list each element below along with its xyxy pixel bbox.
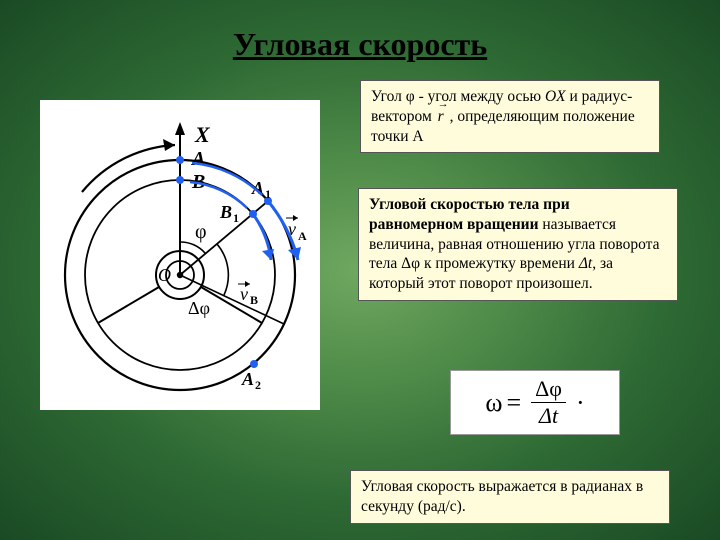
svg-text:v: v bbox=[240, 284, 248, 304]
definition-angular-velocity-box: Угловой скоростью тела при равномерном в… bbox=[358, 188, 678, 301]
formula-box: ω = Δφ Δt · bbox=[450, 370, 620, 435]
svg-text:B: B bbox=[250, 293, 258, 307]
box1-phi: φ bbox=[406, 88, 415, 105]
box2-dt: Δt bbox=[579, 255, 592, 272]
box3-text: Угловая скорость выражается в радианах в… bbox=[361, 478, 643, 515]
definition-angle-box: Угол φ - угол между осью OX и радиус-век… bbox=[360, 80, 660, 153]
rotation-diagram: X φ Δφ A B A 1 B 1 A 2 v A bbox=[40, 100, 320, 410]
box1-ox: OX bbox=[545, 88, 566, 105]
box2-t2: к промежутку времени bbox=[420, 255, 579, 272]
formula-den: Δt bbox=[539, 403, 558, 427]
box1-r: r bbox=[438, 107, 444, 127]
units-box: Угловая скорость выражается в радианах в… bbox=[350, 470, 670, 524]
svg-text:v: v bbox=[288, 219, 296, 239]
box1-t1: Угол bbox=[371, 88, 406, 105]
formula-dot: · bbox=[576, 388, 585, 418]
svg-text:A: A bbox=[298, 229, 307, 243]
svg-text:φ: φ bbox=[195, 221, 207, 243]
formula-omega: ω bbox=[485, 388, 502, 418]
svg-text:X: X bbox=[194, 122, 211, 147]
svg-text:2: 2 bbox=[255, 378, 261, 392]
svg-text:1: 1 bbox=[233, 211, 239, 225]
svg-text:B: B bbox=[219, 202, 232, 222]
box2-dphi: Δφ bbox=[401, 255, 420, 272]
formula-fraction: Δφ Δt bbox=[531, 378, 566, 427]
svg-text:A: A bbox=[241, 369, 254, 389]
svg-text:Δφ: Δφ bbox=[188, 298, 210, 318]
page-title: Угловая скорость bbox=[233, 26, 487, 63]
box1-t2: - угол между осью bbox=[415, 88, 545, 105]
svg-text:1: 1 bbox=[265, 187, 271, 201]
svg-text:O: O bbox=[158, 265, 171, 285]
formula-eq: = bbox=[506, 388, 521, 418]
formula-num: Δφ bbox=[531, 378, 566, 403]
svg-text:A: A bbox=[190, 148, 205, 170]
